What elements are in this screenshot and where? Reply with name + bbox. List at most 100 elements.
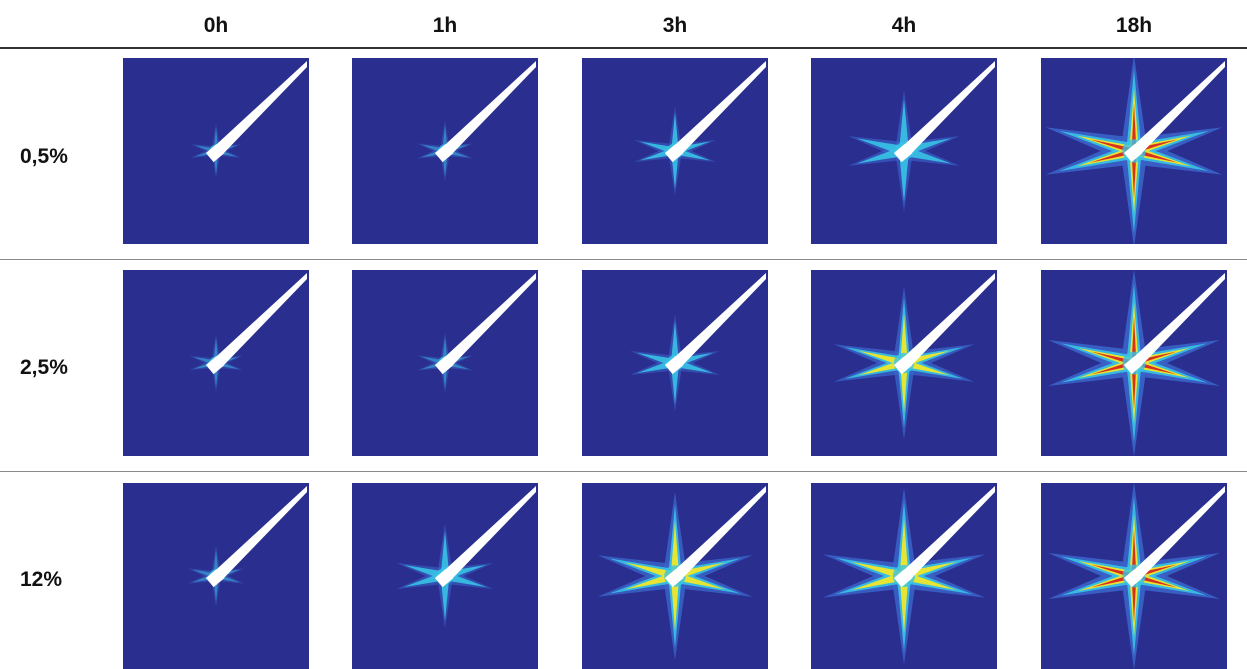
heatmap-image xyxy=(582,58,768,244)
heatmap-image xyxy=(1041,483,1227,669)
needle-tip xyxy=(664,143,684,163)
star-arm-l1 xyxy=(835,557,906,583)
star-arm-l2 xyxy=(1078,561,1136,581)
needle xyxy=(439,61,536,155)
needle xyxy=(898,273,995,367)
heatmap-image xyxy=(352,270,538,456)
heatmap-image xyxy=(582,270,768,456)
heatmap-image xyxy=(1041,270,1227,456)
star-arm-l2 xyxy=(1078,348,1136,368)
row-label-0-5pct: 0,5% xyxy=(20,145,68,168)
star-arm-l2 xyxy=(1078,571,1136,591)
needle xyxy=(669,61,766,155)
star-arm-l2 xyxy=(624,571,677,590)
star-arm-l2 xyxy=(900,313,908,363)
heatmap-panel-r0-c4 xyxy=(1041,58,1227,244)
star-arm-l1 xyxy=(609,558,677,583)
needle xyxy=(669,273,766,367)
col-header-4h: 4h xyxy=(891,14,917,37)
needle xyxy=(898,61,995,155)
row-label-12pct: 12% xyxy=(20,568,63,591)
heatmap-panel-r1-c1 xyxy=(352,270,538,456)
heatmap-panel-r0-c0 xyxy=(123,58,309,244)
star-arm-l1 xyxy=(1132,143,1209,172)
needle-tip xyxy=(205,568,225,588)
star-arm-l1 xyxy=(899,151,909,203)
heatmap-panel-r2-c4 xyxy=(1041,483,1227,669)
star-arm-l1 xyxy=(856,138,906,156)
star-arm-l2 xyxy=(1078,358,1136,378)
col-header-3h: 3h xyxy=(662,14,688,37)
row-divider-2 xyxy=(0,471,1247,472)
star-arm-l2 xyxy=(1132,358,1190,378)
star-arm-l1 xyxy=(440,531,450,576)
star-arm-l2 xyxy=(673,571,726,590)
heatmap-image xyxy=(123,270,309,456)
heatmap-image xyxy=(811,58,997,244)
star-arm-l2 xyxy=(902,571,957,591)
needle-tip xyxy=(434,355,454,375)
heatmap-panel-r1-c2 xyxy=(582,270,768,456)
col-header-0h: 0h xyxy=(203,14,229,37)
star-arm-l2 xyxy=(1132,348,1190,368)
star-arm-l2 xyxy=(624,562,677,581)
star-arm-l2 xyxy=(1132,561,1190,581)
needle xyxy=(210,273,307,367)
star-arm-l2 xyxy=(1132,146,1192,167)
needle-tip xyxy=(434,143,454,163)
star-arm-l2 xyxy=(899,576,909,634)
star-arm-l1 xyxy=(673,569,741,594)
needle-tip xyxy=(893,355,913,375)
star-arm-l1 xyxy=(1132,355,1208,383)
star-arm-l2 xyxy=(1076,135,1136,156)
heatmap-panel-r2-c1 xyxy=(352,483,538,669)
heatmap-image xyxy=(582,483,768,669)
star-arm-l3 xyxy=(1131,529,1137,576)
heatmap-panel-r2-c3 xyxy=(811,483,997,669)
star-arm-l1 xyxy=(1060,343,1136,371)
star-arm-l1 xyxy=(440,576,450,621)
col-header-18h: 18h xyxy=(1115,14,1153,37)
needle xyxy=(210,61,307,155)
needle-tip xyxy=(1123,143,1143,163)
heatmap-panel-r2-c2 xyxy=(582,483,768,669)
needle-tip xyxy=(664,568,684,588)
needle-tip xyxy=(1123,355,1143,375)
heatmap-panel-r1-c0 xyxy=(123,270,309,456)
star-arm-l1 xyxy=(1059,130,1136,159)
heatmap-panel-r1-c3 xyxy=(811,270,997,456)
needle-tip xyxy=(1123,568,1143,588)
needle xyxy=(210,486,307,580)
heatmap-image xyxy=(352,483,538,669)
heatmap-image xyxy=(811,483,997,669)
heatmap-panel-r2-c0 xyxy=(123,483,309,669)
heatmap-panel-r0-c2 xyxy=(582,58,768,244)
star-arm-l2 xyxy=(903,359,950,376)
star-arm-l2 xyxy=(900,363,908,413)
needle xyxy=(1128,273,1225,367)
heatmap-image xyxy=(352,58,538,244)
star-arm-l2 xyxy=(670,521,680,576)
col-header-1h: 1h xyxy=(432,14,458,37)
star-arm-l2 xyxy=(902,561,957,581)
star-arm-l3 xyxy=(1131,363,1137,410)
star-arm-l1 xyxy=(899,99,909,151)
star-arm-l1 xyxy=(902,569,973,595)
star-arm-l2 xyxy=(1132,135,1192,156)
row-divider-1 xyxy=(0,259,1247,260)
heatmap-image xyxy=(1041,58,1227,244)
star-arm-l1 xyxy=(670,321,680,363)
star-arm-l3 xyxy=(1131,151,1137,199)
star-arm-l2 xyxy=(899,518,909,576)
heatmap-panel-r1-c4 xyxy=(1041,270,1227,456)
heatmap-panel-r0-c1 xyxy=(352,58,538,244)
needle-tip xyxy=(205,355,225,375)
star-arm-l2 xyxy=(1132,571,1190,591)
heatmap-image xyxy=(123,483,309,669)
star-arm-l1 xyxy=(403,565,447,581)
needle-tip xyxy=(434,568,454,588)
needle xyxy=(898,486,995,580)
star-arm-l2 xyxy=(673,562,726,581)
star-arm-l1 xyxy=(637,352,677,367)
needle xyxy=(439,273,536,367)
